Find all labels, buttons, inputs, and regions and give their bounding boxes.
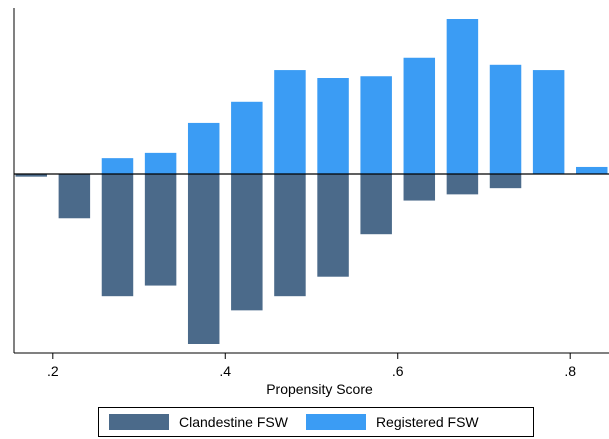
clandestine-bar-6 (274, 174, 306, 297)
legend: Clandestine FSW Registered FSW (98, 407, 534, 437)
legend-label-registered: Registered FSW (375, 414, 479, 430)
clandestine-bar-2 (101, 174, 134, 297)
clandestine-bar-3 (144, 174, 177, 286)
clandestine-bar-10 (446, 174, 479, 195)
clandestine-bar-5 (231, 174, 263, 311)
x-tick-label-2: .6 (392, 363, 404, 379)
registered-bar-11 (576, 166, 608, 174)
registered-bar-8 (446, 19, 479, 174)
x-ticks-group: .2 .4 .6 .8 (47, 353, 576, 379)
x-tick-label-1: .4 (219, 363, 231, 379)
x-tick-label-3: .8 (564, 363, 576, 379)
legend-label-clandestine: Clandestine FSW (179, 414, 288, 430)
registered-bar-5 (317, 78, 349, 174)
x-axis-title: Propensity Score (266, 381, 373, 397)
registered-bar-0 (101, 158, 134, 174)
registered-bar-1 (144, 152, 177, 174)
legend-swatch-clandestine (109, 414, 169, 430)
clandestine-bar-0 (15, 174, 47, 177)
clandestine-bar-11 (489, 174, 522, 189)
registered-bar-4 (274, 70, 306, 174)
registered-bar-10 (532, 70, 565, 174)
clandestine-bar-1 (58, 174, 91, 219)
registered-bar-6 (360, 76, 392, 174)
registered-bar-9 (489, 64, 522, 174)
registered-bar-2 (187, 122, 220, 174)
clandestine-bar-7 (317, 174, 349, 277)
x-tick-label-0: .2 (47, 363, 59, 379)
legend-item-clandestine: Clandestine FSW (109, 414, 288, 430)
clandestine-bar-4 (187, 174, 220, 344)
legend-swatch-registered (305, 414, 366, 430)
clandestine-bar-8 (360, 174, 392, 235)
clandestine-bar-9 (403, 174, 436, 201)
legend-item-registered: Registered FSW (305, 414, 479, 430)
registered-bar-3 (231, 101, 263, 174)
registered-bar-7 (403, 57, 436, 174)
bars-group (15, 19, 608, 344)
